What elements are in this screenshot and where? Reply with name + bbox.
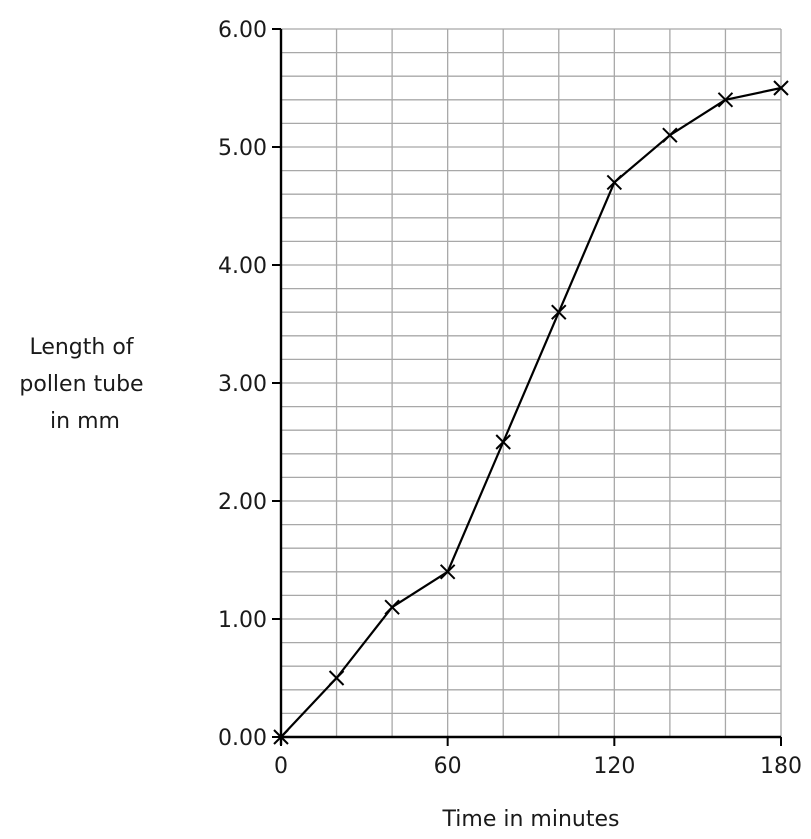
marker-stroke xyxy=(773,80,789,96)
marker-stroke xyxy=(551,304,567,320)
y-tick-label: 2.00 xyxy=(218,490,267,515)
series-line xyxy=(280,86,782,738)
data-point-marker xyxy=(551,304,567,320)
y-tick-label: 6.00 xyxy=(218,18,267,43)
x-tick-label: 60 xyxy=(434,754,462,779)
data-point-marker xyxy=(273,729,289,745)
data-point-marker xyxy=(773,80,789,96)
marker-stroke xyxy=(495,434,511,450)
marker-stroke xyxy=(384,599,400,615)
marker-stroke xyxy=(328,670,345,686)
data-point-marker xyxy=(495,434,511,450)
x-tick-labels: 0 60 120 180 xyxy=(274,737,802,779)
data-markers xyxy=(273,80,789,745)
y-axis-label-line-3: in mm xyxy=(50,409,120,434)
data-point-marker xyxy=(662,127,678,143)
y-axis-label: Length of pollen tube in mm xyxy=(19,335,150,434)
x-tick-label: 120 xyxy=(593,754,635,779)
axes xyxy=(279,29,781,745)
data-point-marker xyxy=(717,92,734,108)
y-tick-label: 3.00 xyxy=(218,372,267,397)
y-tick-label: 1.00 xyxy=(218,608,267,633)
marker-stroke xyxy=(273,729,289,745)
y-axis-label-line-2: pollen tube xyxy=(19,372,143,397)
y-tick-labels: 0.00 1.00 2.00 3.00 4.00 5.00 6.00 xyxy=(218,18,281,751)
data-point-marker xyxy=(439,564,456,580)
marker-stroke xyxy=(439,564,456,580)
x-tick-label: 0 xyxy=(274,754,288,779)
grid xyxy=(281,28,782,737)
marker-stroke xyxy=(662,127,678,143)
x-tick-label: 180 xyxy=(760,754,802,779)
x-axis-label: Time in minutes xyxy=(442,807,620,832)
y-tick-label: 4.00 xyxy=(218,254,267,279)
data-point-marker xyxy=(384,599,400,615)
marker-stroke xyxy=(606,174,623,191)
data-point-marker xyxy=(328,670,345,686)
marker-stroke xyxy=(717,92,734,108)
y-tick-label: 5.00 xyxy=(218,136,267,161)
y-axis-label-line-1: Length of xyxy=(29,335,134,360)
data-point-marker xyxy=(606,174,623,191)
y-tick-label: 0.00 xyxy=(218,726,267,751)
data-series xyxy=(280,86,782,738)
